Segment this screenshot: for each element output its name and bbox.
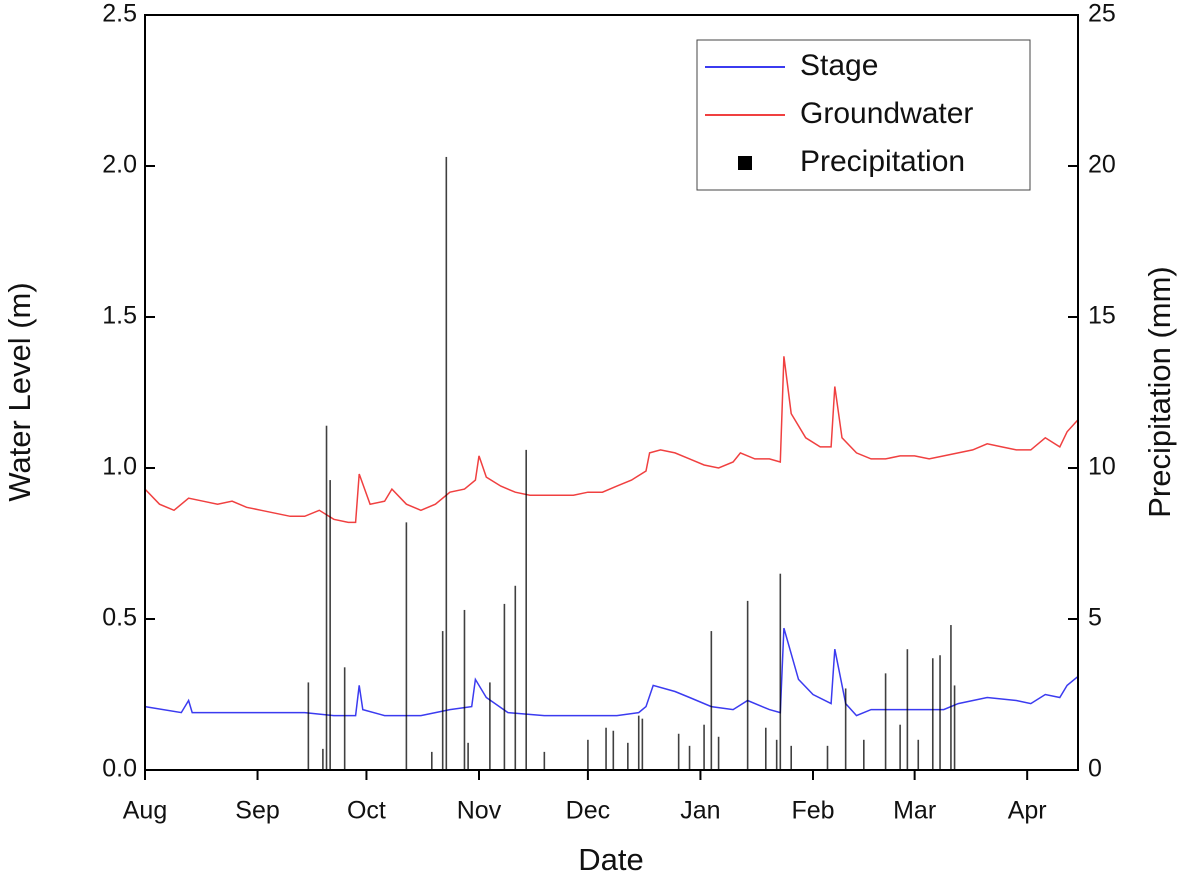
precip-bar [953,685,956,770]
x-tick-label: Oct [347,797,386,825]
precip-bar [939,655,941,770]
precip-bar [587,739,589,770]
y2-tick-label: 20 [1088,151,1116,179]
precip-bar [746,600,749,770]
precip-bar [405,522,408,770]
precip-bar [325,425,328,770]
x-tick-label: Mar [893,797,936,825]
precip-bar [717,736,720,770]
y2-tick-label: 0 [1088,755,1102,783]
precip-bar [950,625,952,770]
precip-bar [826,745,829,770]
x-tick-label: Aug [123,797,167,825]
precip-bar [703,724,705,770]
precip-bar [677,733,680,770]
legend-label: Stage [800,49,878,82]
y2-tick-label: 10 [1088,453,1116,481]
precip-bar [514,585,517,770]
precip-bar [525,449,527,770]
x-axis-label: Date [578,842,643,877]
precip-bar [329,480,331,770]
y-tick-label: 0.0 [102,755,137,783]
y-tick-label: 2.0 [102,151,137,179]
precip-bar [764,727,767,770]
precip-bar [790,745,793,770]
precip-bar [489,682,491,770]
precip-bar [863,739,865,770]
precip-bar [463,609,466,770]
precip-bar [931,658,934,770]
precip-bar [605,727,607,770]
plot-frame [144,14,1079,771]
y-tick-label: 1.5 [102,302,137,330]
y-axis-label: Water Level (m) [2,282,37,501]
precip-bar [779,573,782,770]
legend-label: Groundwater [800,97,973,130]
y-tick-label: 1.0 [102,453,137,481]
y2-tick-label: 25 [1088,0,1116,28]
legend-label: Precipitation [800,145,965,178]
x-tick-label: Sep [235,797,279,825]
precip-bar [637,715,640,770]
precip-bar [445,156,448,770]
precip-bar [906,649,909,770]
legend-marker [738,156,752,170]
y2-tick-label: 5 [1088,604,1102,632]
precip-bar [775,739,778,770]
precip-bar [899,724,901,770]
x-tick-label: Nov [457,797,502,825]
precip-bar [612,730,615,770]
x-tick-label: Dec [566,797,610,825]
precip-bar [441,631,444,770]
precip-bar [710,631,713,770]
precip-bar [627,742,629,770]
precip-bar [430,751,433,770]
precip-bar [322,748,324,770]
y2-tick-label: 15 [1088,302,1116,330]
precip-bar [917,739,920,770]
x-tick-label: Jan [680,797,720,825]
x-tick-label: Apr [1008,797,1047,825]
precip-bar [467,742,469,770]
precip-bar [307,682,310,770]
series-line [144,627,1079,717]
precip-bar [884,673,887,770]
precip-bar [688,745,691,770]
precip-bar [641,718,644,770]
series-line [144,356,1079,524]
precip-bar [343,667,346,770]
y-tick-label: 2.5 [102,0,137,28]
precip-bar [844,688,847,770]
x-tick-label: Feb [791,797,834,825]
y-tick-label: 0.5 [102,604,137,632]
y2-axis-label: Precipitation (mm) [1142,266,1177,518]
precip-bar [543,751,546,770]
precip-bar [503,603,506,770]
